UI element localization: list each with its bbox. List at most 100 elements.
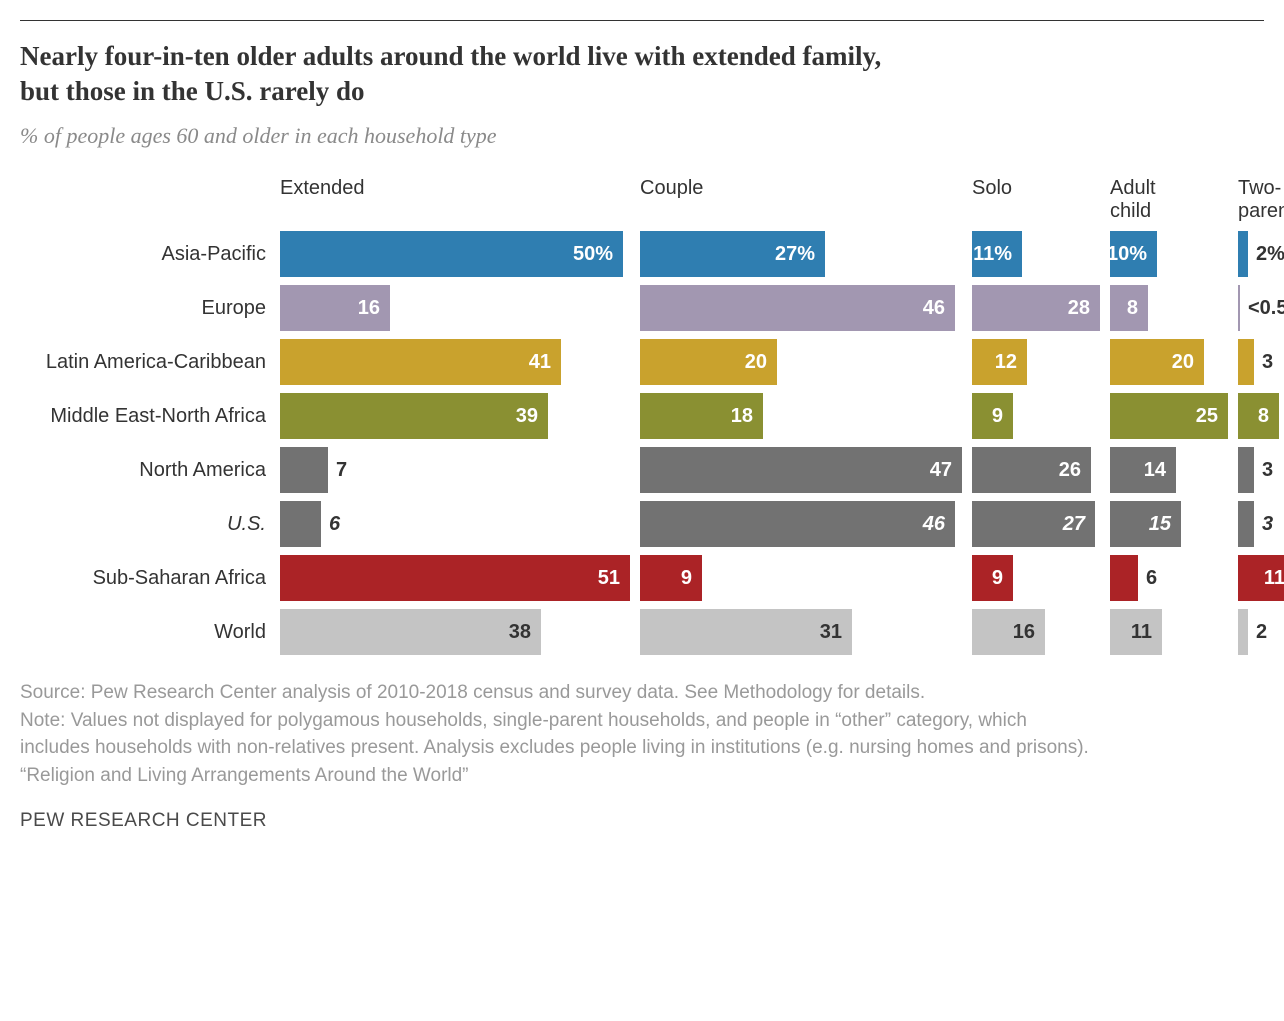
bar-cell: 16 <box>280 285 630 331</box>
bar-value: 6 <box>1138 567 1157 590</box>
bar-cell: 3 <box>1238 339 1284 385</box>
bar-value: 27% <box>775 243 815 266</box>
row-label: Europe <box>20 297 280 320</box>
bar-value: 8 <box>1258 405 1269 428</box>
bar-cell: 12 <box>972 339 1100 385</box>
chart-row: Middle East-North Africa39189258 <box>20 393 1264 439</box>
row-bars: 1646288<0.5 <box>280 285 1284 331</box>
bar-cell: 15 <box>1110 501 1228 547</box>
bar: 11 <box>1238 555 1284 601</box>
bar: 16 <box>280 285 390 331</box>
bar: 11% <box>972 231 1022 277</box>
bar-value: 2 <box>1248 621 1267 644</box>
bar-cell: 31 <box>640 609 962 655</box>
bar: 10% <box>1110 231 1157 277</box>
bar: 3 <box>1238 501 1254 547</box>
bar-value: 26 <box>1059 459 1081 482</box>
column-headers-row: ExtendedCoupleSoloAdultchildTwo-parent <box>20 177 1264 225</box>
bar-cell: 2% <box>1238 231 1284 277</box>
source-text: Source: Pew Research Center analysis of … <box>20 679 1264 707</box>
bar-cell: 10% <box>1110 231 1228 277</box>
row-bars: 41 20 12 20 3 <box>280 339 1284 385</box>
bar-cell: 16 <box>972 609 1100 655</box>
bar-value: 9 <box>992 405 1003 428</box>
bar: 27% <box>640 231 825 277</box>
bar-cell: 28 <box>972 285 1100 331</box>
bar-cell: 27 <box>972 501 1100 547</box>
chart-row: U.S.64627153 <box>20 501 1264 547</box>
row-label: World <box>20 621 280 644</box>
bar-cell: <0.5 <box>1238 285 1284 331</box>
bar: 3 <box>1238 339 1254 385</box>
bar-cell: 27% <box>640 231 962 277</box>
bar-cell: 6 <box>280 501 630 547</box>
row-label: Asia-Pacific <box>20 243 280 266</box>
bar-cell: 20 <box>640 339 962 385</box>
row-bars: 38 31 16 11 2 <box>280 609 1284 655</box>
bar-cell: 7 <box>280 447 630 493</box>
column-header: Two-parent <box>1238 177 1284 225</box>
bar-cell: 47 <box>640 447 962 493</box>
bar-value: 14 <box>1144 459 1166 482</box>
bar: 8 <box>1110 285 1148 331</box>
bar: 6 <box>280 501 321 547</box>
bar: 14 <box>1110 447 1176 493</box>
bar: <0.5 <box>1238 285 1240 331</box>
bar: 20 <box>640 339 777 385</box>
bar: 25 <box>1110 393 1228 439</box>
bar-cell: 39 <box>280 393 630 439</box>
bar-cell: 46 <box>640 501 962 547</box>
bar-value: 39 <box>516 405 538 428</box>
bar-value: 50% <box>573 243 613 266</box>
bar-value: 11 <box>1131 621 1152 644</box>
chart-footer: Source: Pew Research Center analysis of … <box>20 679 1264 835</box>
bar-value: 47 <box>930 459 952 482</box>
bar-cell: 8 <box>1110 285 1228 331</box>
bar-value: 7 <box>328 459 347 482</box>
bar-value: 46 <box>923 513 945 536</box>
chart-row: Asia-Pacific 50% 27% 11% 10% 2% <box>20 231 1264 277</box>
bar-value: 41 <box>529 351 551 374</box>
bar-cell: 41 <box>280 339 630 385</box>
column-header: Couple <box>640 177 962 225</box>
bar: 7 <box>280 447 328 493</box>
bar-cell: 50% <box>280 231 630 277</box>
bar-value: 25 <box>1196 405 1218 428</box>
bar: 16 <box>972 609 1045 655</box>
chart-row: Sub-Saharan Africa5199611 <box>20 555 1264 601</box>
bar-value: 16 <box>358 297 380 320</box>
bar: 50% <box>280 231 623 277</box>
bar-value: 8 <box>1127 297 1138 320</box>
bar-cell: 9 <box>972 555 1100 601</box>
chart-container: Nearly four-in-ten older adults around t… <box>20 20 1264 835</box>
bar: 2% <box>1238 231 1248 277</box>
attribution-text: PEW RESEARCH CENTER <box>20 807 1264 835</box>
bar-value: 11% <box>973 243 1012 266</box>
bar: 9 <box>972 393 1013 439</box>
bar-cell: 3 <box>1238 501 1284 547</box>
bar: 6 <box>1110 555 1138 601</box>
bar: 38 <box>280 609 541 655</box>
bar-cell: 18 <box>640 393 962 439</box>
bar-cell: 14 <box>1110 447 1228 493</box>
bar-value: 20 <box>1172 351 1194 374</box>
bar: 41 <box>280 339 561 385</box>
bar: 9 <box>972 555 1013 601</box>
bar: 8 <box>1238 393 1279 439</box>
chart-subtitle: % of people ages 60 and older in each ho… <box>20 123 1264 149</box>
bar: 3 <box>1238 447 1254 493</box>
bar: 39 <box>280 393 548 439</box>
bar: 51 <box>280 555 630 601</box>
bar: 18 <box>640 393 763 439</box>
bar-value: 18 <box>731 405 753 428</box>
chart-rows: Asia-Pacific 50% 27% 11% 10% 2% Europe 16 46 28 8 <… <box>20 231 1264 655</box>
chart-row: World38 31 16 11 2 <box>20 609 1264 655</box>
column-headers: ExtendedCoupleSoloAdultchildTwo-parent <box>280 177 1284 225</box>
bar-value: 28 <box>1068 297 1090 320</box>
bar-value: 3 <box>1254 459 1273 482</box>
bar-value: 9 <box>681 567 692 590</box>
bar-value: 31 <box>820 621 842 644</box>
column-header: Extended <box>280 177 630 225</box>
report-title-text: “Religion and Living Arrangements Around… <box>20 762 1264 790</box>
bar: 46 <box>640 501 955 547</box>
